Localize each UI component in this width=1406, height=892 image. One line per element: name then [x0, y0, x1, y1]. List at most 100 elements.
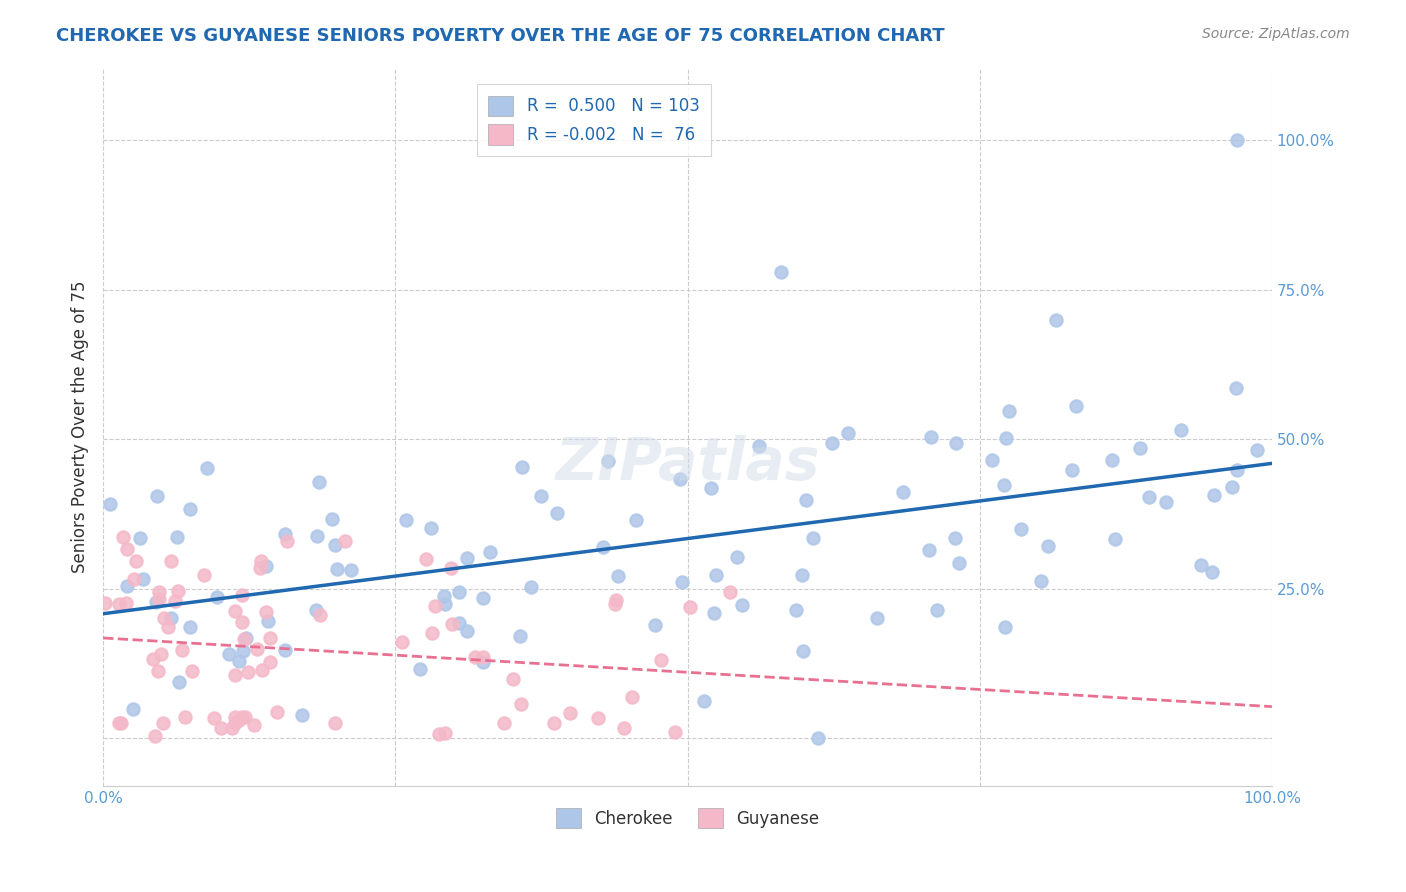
Point [432, 589, 454, 603]
Point [837, 425, 859, 440]
Point [530, 489, 553, 503]
Point [110, 715, 132, 730]
Point [993, 620, 1015, 634]
Point [309, 608, 332, 623]
Point [456, 551, 478, 566]
Point [998, 404, 1021, 418]
Point [792, 644, 814, 658]
Point [193, 568, 215, 582]
Point [1029, 574, 1052, 589]
Point [671, 575, 693, 590]
Point [231, 588, 253, 602]
Point [276, 534, 298, 549]
Point [423, 599, 446, 614]
Point [1010, 522, 1032, 536]
Point [502, 672, 524, 686]
Point [250, 554, 273, 568]
Point [233, 632, 256, 647]
Point [228, 713, 250, 727]
Point [108, 597, 131, 611]
Point [1154, 495, 1177, 509]
Point [510, 697, 533, 711]
Point [725, 549, 748, 564]
Point [221, 721, 243, 735]
Point [449, 615, 471, 630]
Point [891, 484, 914, 499]
Point [340, 563, 363, 577]
Point [520, 580, 543, 594]
Point [994, 431, 1017, 445]
Point [624, 513, 647, 527]
Point [748, 439, 770, 453]
Point [801, 531, 824, 545]
Point [148, 591, 170, 606]
Point [1104, 532, 1126, 546]
Point [993, 478, 1015, 492]
Point [132, 572, 155, 586]
Point [304, 603, 326, 617]
Point [693, 694, 716, 708]
Point [207, 590, 229, 604]
Point [433, 597, 456, 611]
Point [165, 594, 187, 608]
Point [149, 647, 172, 661]
Point [471, 650, 494, 665]
Point [179, 620, 201, 634]
Point [790, 568, 813, 582]
Point [866, 610, 889, 624]
Point [1060, 463, 1083, 477]
Point [943, 531, 966, 545]
Point [472, 591, 495, 605]
Point [115, 541, 138, 556]
Point [266, 706, 288, 720]
Point [918, 542, 941, 557]
Point [415, 551, 437, 566]
Point [981, 453, 1004, 467]
Point [543, 716, 565, 731]
Point [456, 624, 478, 638]
Point [152, 715, 174, 730]
Legend: Cherokee, Guyanese: Cherokee, Guyanese [550, 801, 825, 835]
Point [603, 597, 626, 611]
Point [231, 710, 253, 724]
Point [259, 631, 281, 645]
Point [274, 643, 297, 657]
Point [703, 606, 725, 620]
Point [152, 610, 174, 624]
Point [307, 529, 329, 543]
Point [586, 711, 609, 725]
Point [224, 709, 246, 723]
Point [232, 644, 254, 658]
Point [1045, 312, 1067, 326]
Point [925, 603, 948, 617]
Point [948, 556, 970, 570]
Point [224, 716, 246, 731]
Point [145, 595, 167, 609]
Point [146, 489, 169, 503]
Point [98, 497, 121, 511]
Point [308, 475, 330, 489]
Point [115, 596, 138, 610]
Point [274, 526, 297, 541]
Point [242, 718, 264, 732]
Point [325, 538, 347, 552]
Point [256, 614, 278, 628]
Point [122, 572, 145, 586]
Point [440, 560, 463, 574]
Point [1225, 380, 1247, 394]
Point [447, 585, 470, 599]
Point [291, 708, 314, 723]
Point [1101, 453, 1123, 467]
Point [254, 558, 277, 573]
Point [546, 506, 568, 520]
Point [143, 729, 166, 743]
Point [509, 629, 531, 643]
Point [606, 569, 628, 583]
Point [170, 642, 193, 657]
Point [209, 721, 232, 735]
Point [492, 716, 515, 731]
Point [128, 531, 150, 545]
Point [1226, 463, 1249, 477]
Point [108, 716, 131, 731]
Point [720, 585, 742, 599]
